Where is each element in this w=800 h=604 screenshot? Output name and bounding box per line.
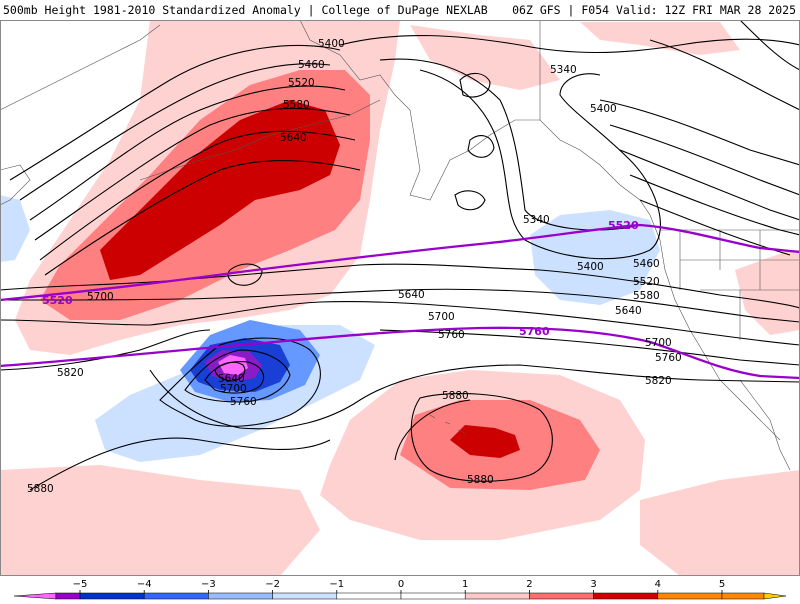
clim-label: 5520 (608, 219, 639, 232)
colorbar-tick-label: −1 (329, 579, 344, 590)
colorbar-segment (763, 592, 787, 600)
aleutian-chain (139, 99, 381, 181)
colorbar-tick-label: −5 (73, 579, 88, 590)
contour-label: 5460 (633, 258, 660, 270)
colorbar-segment (79, 592, 145, 600)
contour-label: 5340 (523, 214, 550, 226)
contour-label: 5880 (442, 390, 469, 402)
colorbar-segment (400, 592, 466, 600)
contour-label: 5820 (57, 367, 84, 379)
colorbar: −5 −4 −3 −2 −1 0 1 2 3 4 5 (0, 576, 800, 600)
climatology-labels: 5520 5520 5760 (42, 219, 639, 338)
colorbar-segment (529, 592, 594, 600)
hawaii-islands (429, 414, 466, 434)
clim-5760-line (0, 326, 800, 380)
contour-label: 5640 (218, 373, 245, 385)
contour-label: 5520 (633, 276, 660, 288)
colorbar-tick-label: 3 (590, 579, 596, 590)
colorbar-tick-label: −2 (265, 579, 280, 590)
colorbar-segment (143, 592, 209, 600)
colorbar-tick-label: −3 (201, 579, 216, 590)
contour-label: 5460 (298, 59, 325, 71)
colorbar-segment (464, 592, 530, 600)
colorbar-segment (13, 592, 57, 600)
colorbar-segment (55, 592, 81, 600)
colorbar-segment (721, 592, 765, 600)
contour-label: 5760 (655, 352, 682, 364)
contour-label: 5400 (318, 38, 345, 50)
colorbar-segment (208, 592, 273, 600)
colorbar-segment (593, 592, 659, 600)
contour-label: 5700 (428, 311, 455, 323)
colorbar-ticks: −5 −4 −3 −2 −1 0 1 2 3 4 5 (73, 579, 725, 593)
anomaly-map: 5400 5460 5520 5580 5640 5340 5400 5340 … (0, 20, 800, 576)
colorbar-segment (657, 592, 723, 600)
height-contours (0, 20, 800, 491)
contour-label: 5340 (550, 64, 577, 76)
colorbar-segment (336, 592, 402, 600)
climatology-contours (0, 223, 800, 380)
contour-label: 5700 (645, 337, 672, 349)
colorbar-tick-label: 4 (655, 579, 661, 590)
contour-label: 5640 (398, 289, 425, 301)
us-state-lines (679, 230, 800, 340)
contour-label: 5880 (467, 474, 494, 486)
contour-label: 5700 (220, 383, 247, 395)
colorbar-tick-label: −4 (137, 579, 152, 590)
contour-label: 5400 (590, 103, 617, 115)
positive-anomaly-core (100, 100, 340, 280)
contour-label: 5880 (27, 483, 54, 495)
colorbar-segments (13, 592, 787, 600)
contour-label: 5580 (283, 99, 310, 111)
colorbar-tick-label: 5 (719, 579, 725, 590)
contour-label: 5640 (280, 132, 307, 144)
baja-coast (739, 379, 791, 471)
clim-label: 5760 (519, 325, 550, 338)
contour-label: 5640 (615, 305, 642, 317)
contour-label: 5520 (288, 77, 315, 89)
colorbar-svg: −5 −4 −3 −2 −1 0 1 2 3 4 5 (13, 579, 787, 600)
colorbar-tick-label: 1 (462, 579, 468, 590)
colorbar-segment (272, 592, 338, 600)
colorbar-tick-label: 0 (398, 579, 404, 590)
siberia-coast (0, 24, 161, 111)
clim-label: 5520 (42, 294, 73, 307)
contour-label: 5400 (577, 261, 604, 273)
alaska-coast (299, 20, 781, 441)
contour-label: 5580 (633, 290, 660, 302)
clim-5520-line (0, 223, 800, 302)
contour-label: 5760 (230, 396, 257, 408)
map-title: 500mb Height 1981-2010 Standardized Anom… (3, 3, 488, 17)
title-bar: 500mb Height 1981-2010 Standardized Anom… (0, 0, 800, 20)
model-run-info: 06Z GFS | F054 Valid: 12Z FRI MAR 28 202… (512, 3, 796, 17)
contour-labels: 5400 5460 5520 5580 5640 5340 5400 5340 … (27, 38, 682, 495)
map-panel: 5400 5460 5520 5580 5640 5340 5400 5340 … (0, 20, 800, 576)
contour-label: 5820 (645, 375, 672, 387)
colorbar-tick-label: 2 (526, 579, 532, 590)
contour-label: 5760 (438, 329, 465, 341)
contour-label: 5700 (87, 291, 114, 303)
